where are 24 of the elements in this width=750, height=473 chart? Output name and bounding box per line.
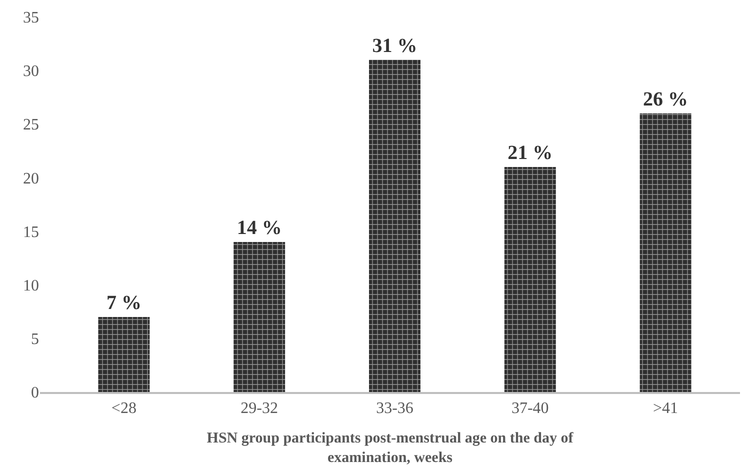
y-tick-label: 25: [23, 116, 39, 134]
y-tick-label: 15: [23, 224, 39, 241]
bar: [504, 167, 556, 392]
data-label: 26 %: [643, 88, 688, 110]
bar: [369, 60, 420, 392]
y-tick-label: 10: [23, 277, 39, 294]
data-label: 31 %: [372, 34, 418, 57]
x-axis-title: HSN group participants post-menstrual age on the day of examination, weeks: [206, 430, 574, 466]
x-tick-label: 37-40: [511, 400, 549, 418]
y-tick-label: 35: [23, 10, 39, 27]
y-tick-label: 0: [31, 384, 39, 402]
x-tick-label: <28: [111, 400, 136, 418]
data-label: 21 %: [508, 142, 553, 164]
data-label: 14 %: [236, 217, 282, 239]
y-tick-label: 30: [23, 63, 39, 80]
bar: [98, 317, 150, 392]
data-label: 7 %: [106, 292, 142, 314]
bar: [640, 113, 692, 392]
y-tick-label: 5: [31, 331, 39, 348]
y-tick-label: 20: [23, 170, 39, 188]
bar: [234, 242, 286, 392]
x-tick-label: 29-32: [240, 400, 278, 418]
x-tick-label: >41: [653, 400, 678, 418]
x-tick-label: 33-36: [376, 400, 414, 418]
